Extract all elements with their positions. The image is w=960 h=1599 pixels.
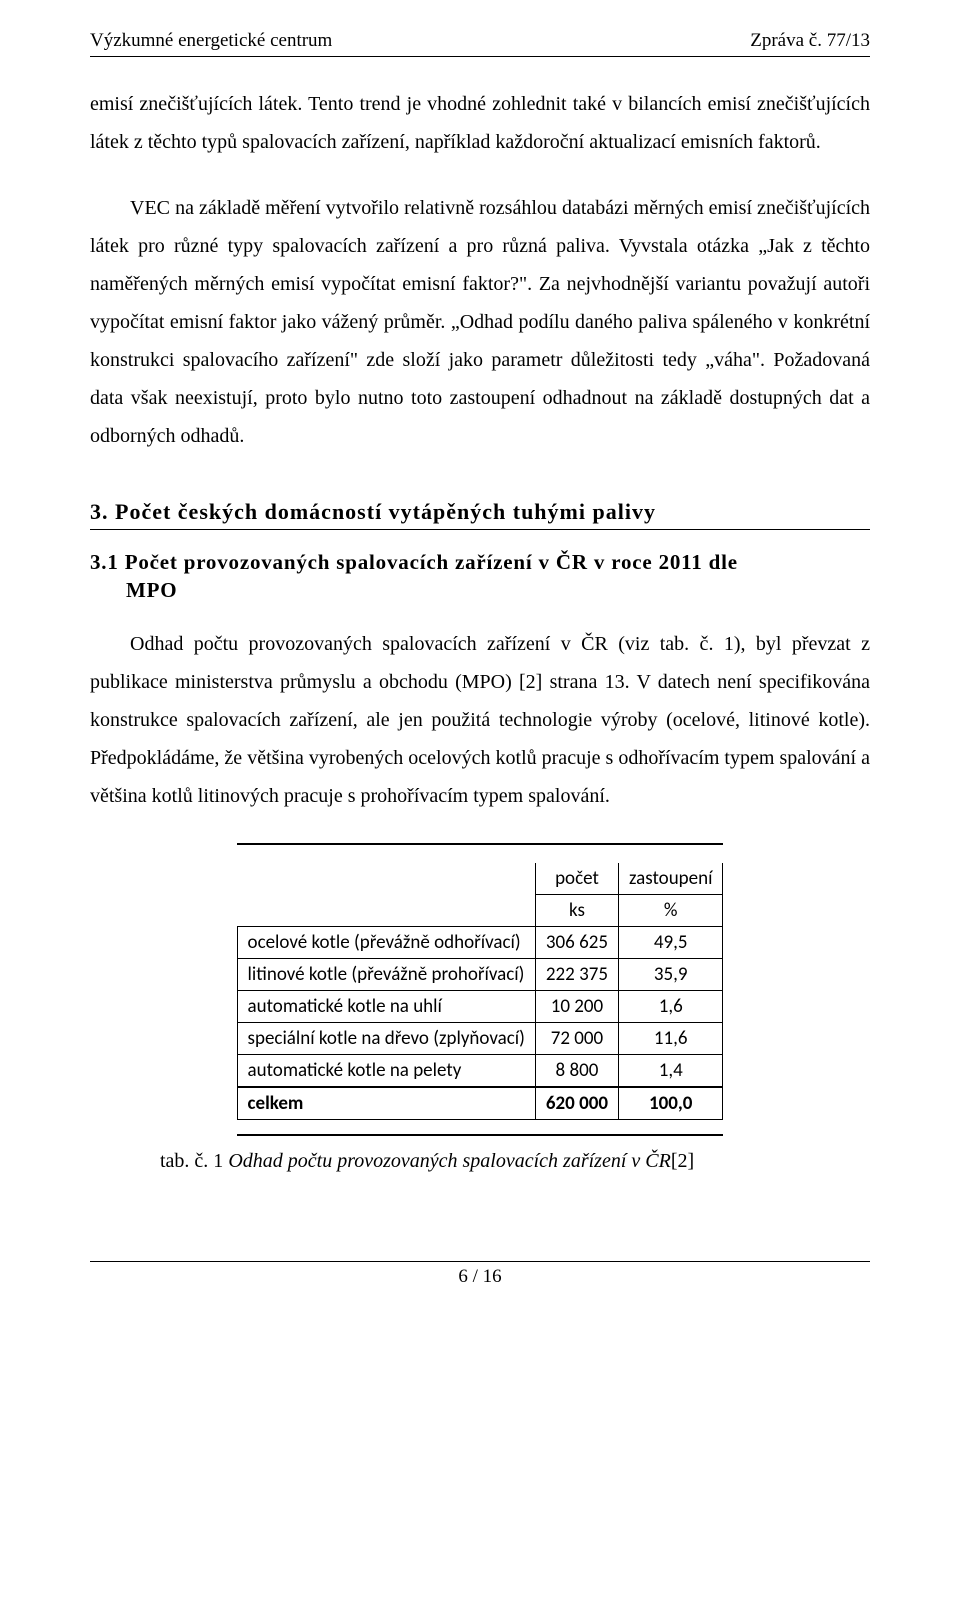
row-share: 49,5 [618, 926, 722, 958]
col-header-share: zastoupení [618, 863, 722, 895]
header-rule [90, 56, 870, 57]
row-count: 10 200 [535, 990, 618, 1022]
page-header: Výzkumné energetické centrum Zpráva č. 7… [90, 30, 870, 52]
header-left: Výzkumné energetické centrum [90, 30, 332, 52]
paragraph-1: emisí znečišťujících látek. Tento trend … [90, 85, 870, 161]
row-label: automatické kotle na uhlí [237, 990, 535, 1022]
section-3-1-heading-line1: 3.1 Počet provozovaných spalovacích zaří… [90, 550, 738, 574]
total-share: 100,0 [618, 1087, 722, 1120]
table-header-empty-2 [237, 894, 535, 926]
table-header-empty [237, 863, 535, 895]
table-header-row-2: ks % [237, 894, 723, 926]
row-count: 222 375 [535, 958, 618, 990]
table-caption: tab. č. 1 Odhad počtu provozovaných spal… [160, 1150, 870, 1173]
paragraph-2: VEC na základě měření vytvořilo relativn… [90, 189, 870, 455]
row-share: 35,9 [618, 958, 722, 990]
table-outer-box: počet zastoupení ks % ocelové kotle (pře… [237, 843, 724, 1136]
total-count: 620 000 [535, 1087, 618, 1120]
row-label: litinové kotle (převážně prohořívací) [237, 958, 535, 990]
row-label: speciální kotle na dřevo (zplyňovací) [237, 1022, 535, 1054]
col-header-count: počet [535, 863, 618, 895]
row-count: 72 000 [535, 1022, 618, 1054]
footer-rule [90, 1261, 870, 1262]
caption-suffix: [2] [671, 1150, 694, 1172]
table-row: automatické kotle na pelety 8 800 1,4 [237, 1054, 723, 1087]
boiler-count-table: počet zastoupení ks % ocelové kotle (pře… [237, 863, 724, 1120]
row-share: 1,4 [618, 1054, 722, 1087]
row-share: 1,6 [618, 990, 722, 1022]
table-total-row: celkem 620 000 100,0 [237, 1087, 723, 1120]
row-count: 8 800 [535, 1054, 618, 1087]
section-3-1-heading-line2: MPO [126, 576, 870, 604]
caption-prefix: tab. č. 1 [160, 1150, 228, 1172]
row-label: ocelové kotle (převážně odhořívací) [237, 926, 535, 958]
col-unit-ks: ks [535, 894, 618, 926]
table-row: litinové kotle (převážně prohořívací) 22… [237, 958, 723, 990]
table-row: speciální kotle na dřevo (zplyňovací) 72… [237, 1022, 723, 1054]
page-number: 6 / 16 [90, 1266, 870, 1288]
section-3-heading: 3. Počet českých domácností vytápěných t… [90, 499, 870, 530]
table-header-row-1: počet zastoupení [237, 863, 723, 895]
page: Výzkumné energetické centrum Zpráva č. 7… [0, 0, 960, 1599]
row-count: 306 625 [535, 926, 618, 958]
paragraph-3: Odhad počtu provozovaných spalovacích za… [90, 625, 870, 815]
row-label: automatické kotle na pelety [237, 1054, 535, 1087]
section-3-1-heading: 3.1 Počet provozovaných spalovacích zaří… [90, 548, 870, 605]
caption-italic: Odhad počtu provozovaných spalovacích za… [228, 1150, 671, 1172]
row-share: 11,6 [618, 1022, 722, 1054]
table-row: automatické kotle na uhlí 10 200 1,6 [237, 990, 723, 1022]
table-row: ocelové kotle (převážně odhořívací) 306 … [237, 926, 723, 958]
col-unit-percent: % [618, 894, 722, 926]
total-label: celkem [237, 1087, 535, 1120]
header-right: Zpráva č. 77/13 [750, 30, 870, 52]
